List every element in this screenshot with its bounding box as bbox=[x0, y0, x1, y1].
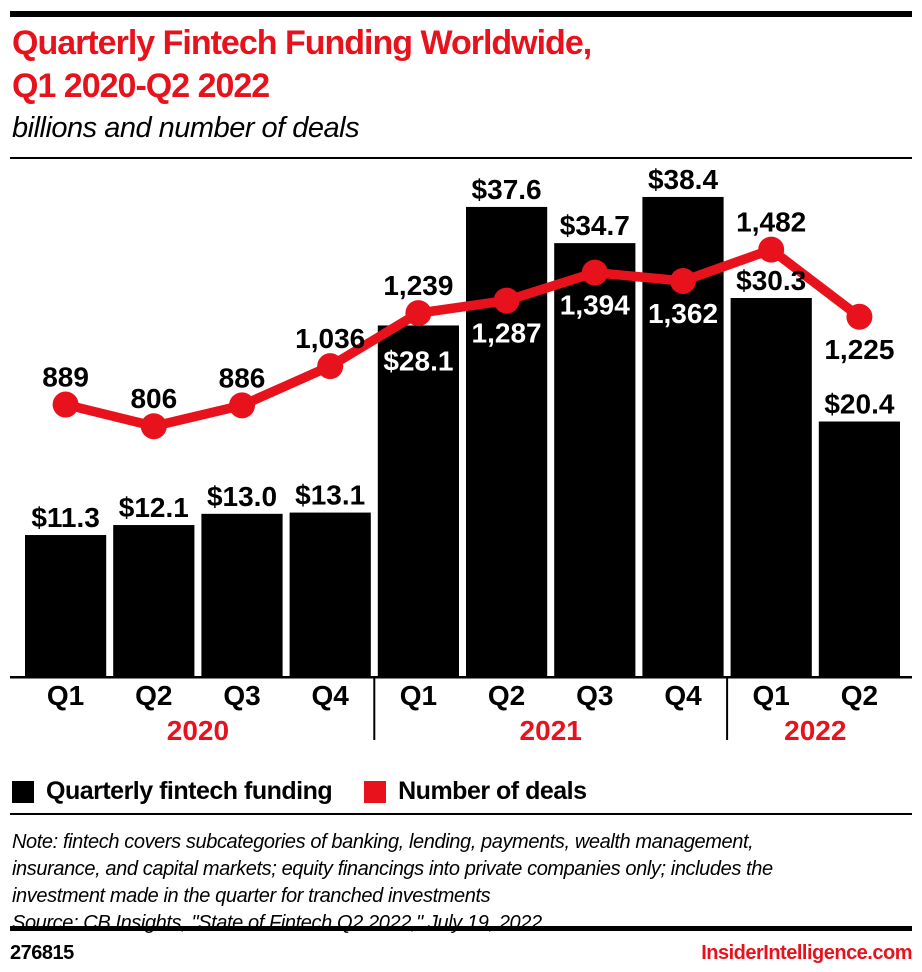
chart-id-number: 276815 bbox=[10, 942, 74, 964]
deals-point bbox=[405, 300, 432, 327]
top-divider-rule bbox=[10, 11, 912, 17]
x-axis-label: Q1 bbox=[400, 680, 437, 711]
bar-value-label: $11.3 bbox=[31, 502, 100, 533]
note-line: Note: fintech covers subcategories of ba… bbox=[12, 831, 754, 853]
chart-subtitle: billions and number of deals bbox=[12, 112, 360, 144]
x-axis-label: Q3 bbox=[223, 680, 260, 711]
legend-label-funding: Quarterly fintech funding bbox=[46, 777, 333, 805]
deals-value-label: 886 bbox=[219, 362, 266, 393]
note-line: insurance, and capital markets; equity f… bbox=[12, 858, 773, 880]
deals-point bbox=[52, 391, 79, 418]
x-axis-label: Q2 bbox=[488, 680, 525, 711]
x-axis-line bbox=[10, 676, 912, 679]
bar-value-label: $13.1 bbox=[295, 480, 365, 511]
legend-label-deals: Number of deals bbox=[398, 777, 587, 805]
funding-bar bbox=[289, 512, 371, 676]
note-line: investment made in the quarter for tranc… bbox=[12, 885, 491, 907]
deals-value-label: 1,287 bbox=[472, 318, 542, 349]
x-axis-label: Q4 bbox=[312, 680, 350, 711]
deals-value-label: 806 bbox=[130, 383, 177, 414]
deals-line bbox=[60, 244, 865, 431]
funding-bar bbox=[466, 206, 548, 676]
legend-item-deals: Number of deals bbox=[364, 777, 587, 806]
deals-value-label: 1,239 bbox=[383, 270, 453, 301]
x-axis-label: Q1 bbox=[47, 680, 84, 711]
brand-link[interactable]: InsiderIntelligence.com bbox=[701, 942, 912, 964]
x-axis-label: Q2 bbox=[135, 680, 172, 711]
deals-point bbox=[758, 236, 785, 263]
year-divider bbox=[726, 676, 729, 740]
deals-point bbox=[317, 353, 344, 380]
deals-value-label: 1,036 bbox=[295, 323, 365, 354]
deals-value-label: 1,225 bbox=[824, 334, 894, 365]
deals-value-label: 1,482 bbox=[736, 207, 806, 238]
funding-swatch-icon bbox=[12, 780, 34, 803]
source-line: Source: CB Insights, "State of Fintech Q… bbox=[12, 912, 542, 934]
deals-point bbox=[670, 267, 696, 294]
bar-value-label: $30.3 bbox=[736, 265, 806, 296]
year-divider bbox=[373, 676, 376, 740]
deals-value-label: 1,362 bbox=[648, 298, 718, 329]
x-axis-label: Q1 bbox=[753, 680, 790, 711]
funding-bar bbox=[25, 535, 107, 676]
year-label: 2022 bbox=[784, 715, 846, 746]
bar-value-label: $20.4 bbox=[824, 389, 894, 420]
header-divider-rule bbox=[10, 157, 912, 159]
bar-value-label: $34.7 bbox=[560, 210, 630, 241]
year-label: 2020 bbox=[167, 715, 229, 746]
bar-value-label: $37.6 bbox=[472, 174, 542, 205]
chart-legend: Quarterly fintech funding Number of deal… bbox=[12, 777, 587, 806]
funding-bar bbox=[818, 421, 900, 676]
deals-point bbox=[140, 413, 167, 440]
deals-point bbox=[581, 259, 608, 286]
year-label: 2021 bbox=[520, 715, 582, 746]
deals-point bbox=[846, 303, 873, 330]
x-axis-label: Q2 bbox=[841, 680, 878, 711]
deals-value-label: 1,394 bbox=[560, 290, 630, 321]
title-line-2: Q1 2020-Q2 2022 bbox=[12, 67, 270, 105]
funding-bar bbox=[113, 525, 195, 676]
combo-chart: Q1 Q2 Q3 Q4 Q1 Q2 Q3 Q4 Q1 Q2 2020 2021 2022 $11.3 $12… bbox=[10, 165, 912, 746]
deals-point bbox=[229, 392, 255, 419]
bar-value-label: $38.4 bbox=[648, 165, 718, 195]
deals-value-label: 889 bbox=[42, 362, 89, 393]
title-line-1: Quarterly Fintech Funding Worldwide, bbox=[12, 24, 592, 62]
x-axis-label: Q4 bbox=[664, 680, 702, 711]
bar-value-label: $13.0 bbox=[207, 481, 277, 512]
footer-divider-rule bbox=[10, 926, 912, 931]
funding-bar bbox=[201, 513, 283, 676]
legend-divider-rule bbox=[10, 813, 912, 815]
bar-value-label: $28.1 bbox=[383, 345, 453, 376]
bar-value-label: $12.1 bbox=[119, 492, 189, 523]
funding-bar bbox=[554, 243, 636, 676]
deals-point bbox=[493, 287, 520, 314]
footnote-block: Note: fintech covers subcategories of ba… bbox=[12, 829, 773, 937]
funding-bar bbox=[730, 298, 812, 676]
x-axis-label: Q3 bbox=[576, 680, 613, 711]
page-title: Quarterly Fintech Funding Worldwide, Q1 … bbox=[12, 22, 592, 108]
funding-bar bbox=[377, 325, 459, 676]
deals-swatch-icon bbox=[364, 780, 387, 803]
legend-item-funding: Quarterly fintech funding bbox=[12, 777, 333, 806]
